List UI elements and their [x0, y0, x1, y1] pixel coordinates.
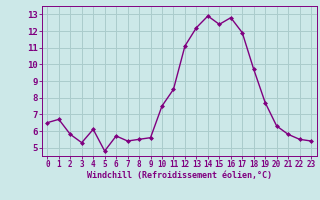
- X-axis label: Windchill (Refroidissement éolien,°C): Windchill (Refroidissement éolien,°C): [87, 171, 272, 180]
